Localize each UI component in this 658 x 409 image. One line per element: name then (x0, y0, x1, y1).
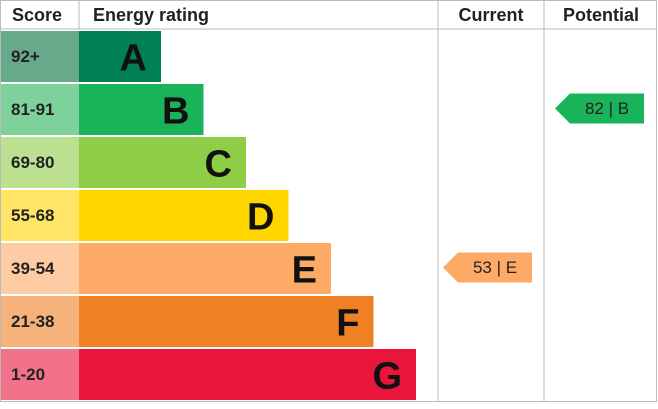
rating-bar (79, 137, 246, 188)
score-label: 81-91 (11, 100, 54, 119)
score-cell (1, 243, 79, 294)
current-arrow (443, 252, 532, 283)
score-cell (1, 349, 79, 400)
header-score: Score (12, 5, 62, 25)
header-current: Current (458, 5, 523, 25)
rating-bar (79, 243, 331, 294)
header-rating: Energy rating (93, 5, 209, 25)
score-cell (1, 296, 79, 347)
score-label: 21-38 (11, 312, 54, 331)
score-label: 1-20 (11, 365, 45, 384)
rating-letter: G (372, 356, 402, 398)
rating-letter: A (120, 38, 147, 80)
current-label: 53 | E (473, 258, 517, 277)
score-label: 92+ (11, 47, 40, 66)
score-cell (1, 31, 79, 82)
rating-bar (79, 84, 204, 135)
rating-letter: D (247, 197, 274, 239)
rating-letter: C (205, 144, 232, 186)
rating-bar (79, 349, 416, 400)
score-label: 39-54 (11, 259, 55, 278)
rating-letter: E (292, 250, 317, 292)
potential-arrow (555, 93, 644, 124)
score-cell (1, 190, 79, 241)
potential-label: 82 | B (585, 99, 629, 118)
rating-letter: B (162, 91, 189, 133)
rating-bar (79, 31, 161, 82)
score-cell (1, 137, 79, 188)
score-label: 69-80 (11, 153, 54, 172)
score-cell (1, 84, 79, 135)
rating-bar (79, 296, 374, 347)
score-label: 55-68 (11, 206, 54, 225)
rating-letter: F (336, 303, 359, 345)
rating-bar (79, 190, 289, 241)
header-potential: Potential (563, 5, 639, 25)
